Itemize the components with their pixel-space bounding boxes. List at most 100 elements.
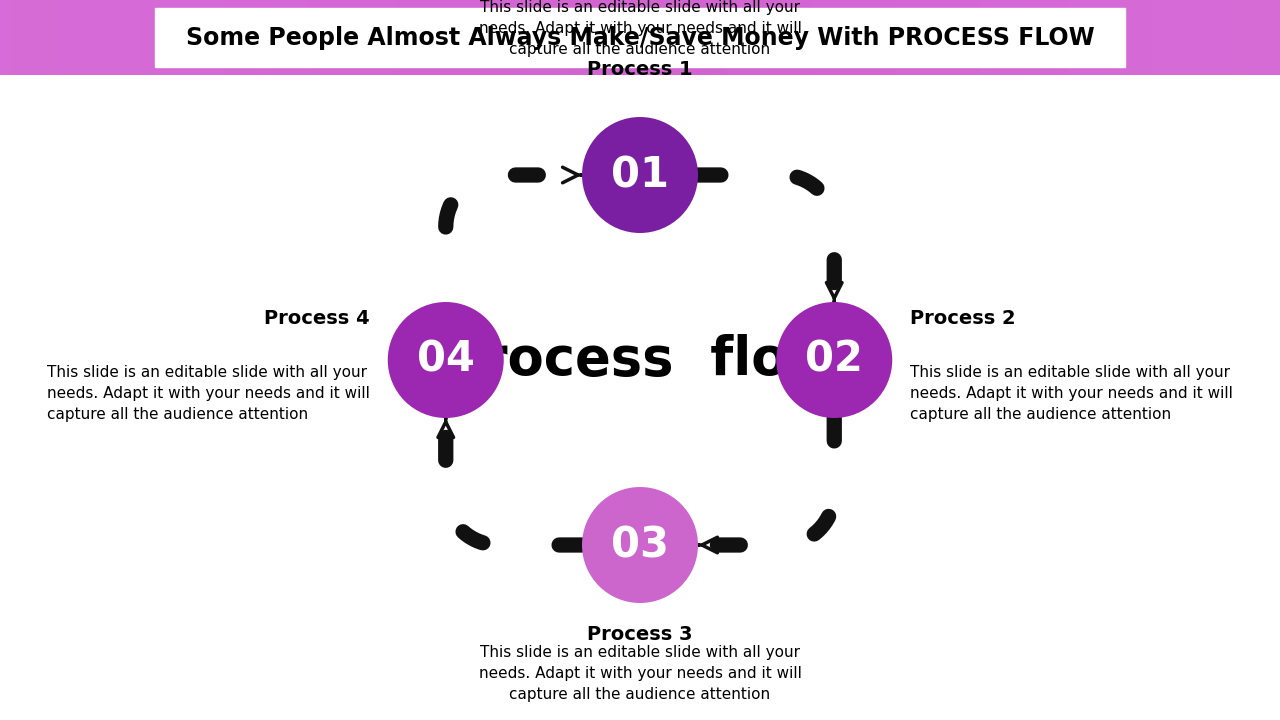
- Bar: [170, 0, 182, 75]
- Bar: [54, 0, 64, 75]
- Bar: [886, 0, 896, 75]
- Bar: [416, 0, 426, 75]
- Text: 02: 02: [805, 339, 863, 381]
- Bar: [630, 0, 640, 75]
- Bar: [714, 0, 726, 75]
- Bar: [330, 0, 342, 75]
- Bar: [566, 0, 576, 75]
- Bar: [544, 0, 554, 75]
- Text: 04: 04: [417, 339, 475, 381]
- Bar: [1056, 0, 1066, 75]
- Bar: [352, 0, 362, 75]
- Bar: [682, 0, 694, 75]
- Text: 03: 03: [611, 524, 669, 566]
- Bar: [1248, 0, 1258, 75]
- Bar: [1014, 0, 1024, 75]
- Bar: [1206, 0, 1216, 75]
- Bar: [96, 0, 106, 75]
- Bar: [160, 0, 170, 75]
- Bar: [662, 0, 672, 75]
- Bar: [746, 0, 758, 75]
- Bar: [758, 0, 768, 75]
- Bar: [586, 0, 598, 75]
- Bar: [1174, 0, 1184, 75]
- Bar: [918, 0, 928, 75]
- Bar: [992, 0, 1002, 75]
- Bar: [86, 0, 96, 75]
- Bar: [534, 0, 544, 75]
- Bar: [1162, 0, 1174, 75]
- Bar: [576, 0, 586, 75]
- Bar: [618, 0, 630, 75]
- Bar: [155, 8, 1125, 67]
- Circle shape: [582, 117, 698, 233]
- Bar: [1024, 0, 1034, 75]
- Bar: [246, 0, 256, 75]
- Bar: [1226, 0, 1238, 75]
- Bar: [832, 0, 842, 75]
- Bar: [10, 0, 22, 75]
- Bar: [1046, 0, 1056, 75]
- Bar: [608, 0, 618, 75]
- Bar: [554, 0, 566, 75]
- Bar: [1152, 0, 1162, 75]
- Bar: [448, 0, 458, 75]
- Bar: [1130, 0, 1142, 75]
- Bar: [522, 0, 534, 75]
- Bar: [192, 0, 202, 75]
- Text: Some People Almost Always Make/Save Money With PROCESS FLOW: Some People Almost Always Make/Save Mone…: [186, 25, 1094, 50]
- Text: This slide is an editable slide with all your
needs. Adapt it with your needs an: This slide is an editable slide with all…: [47, 365, 370, 422]
- Bar: [64, 0, 74, 75]
- Bar: [1142, 0, 1152, 75]
- Bar: [202, 0, 214, 75]
- Bar: [1066, 0, 1078, 75]
- Bar: [906, 0, 918, 75]
- Bar: [598, 0, 608, 75]
- Bar: [362, 0, 374, 75]
- Text: This slide is an editable slide with all your
needs. Adapt it with your needs an: This slide is an editable slide with all…: [479, 645, 801, 702]
- Bar: [256, 0, 266, 75]
- Bar: [438, 0, 448, 75]
- Bar: [1184, 0, 1194, 75]
- Bar: [842, 0, 854, 75]
- Circle shape: [582, 487, 698, 603]
- Text: Process 4: Process 4: [264, 308, 370, 328]
- Bar: [1110, 0, 1120, 75]
- Bar: [266, 0, 278, 75]
- Bar: [512, 0, 522, 75]
- Bar: [736, 0, 746, 75]
- Bar: [1098, 0, 1110, 75]
- Bar: [118, 0, 128, 75]
- Bar: [310, 0, 320, 75]
- Bar: [342, 0, 352, 75]
- Bar: [150, 0, 160, 75]
- Bar: [0, 0, 10, 75]
- Bar: [938, 0, 950, 75]
- Bar: [650, 0, 662, 75]
- Bar: [896, 0, 906, 75]
- Bar: [138, 0, 150, 75]
- Bar: [1258, 0, 1270, 75]
- Bar: [1194, 0, 1206, 75]
- Bar: [490, 0, 502, 75]
- Circle shape: [388, 302, 504, 418]
- Bar: [406, 0, 416, 75]
- Bar: [42, 0, 54, 75]
- Bar: [854, 0, 864, 75]
- Bar: [502, 0, 512, 75]
- Bar: [1002, 0, 1014, 75]
- Bar: [790, 0, 800, 75]
- Bar: [694, 0, 704, 75]
- Bar: [768, 0, 778, 75]
- Bar: [32, 0, 42, 75]
- Bar: [128, 0, 138, 75]
- Bar: [970, 0, 982, 75]
- Bar: [810, 0, 822, 75]
- Bar: [106, 0, 118, 75]
- Bar: [1270, 0, 1280, 75]
- Bar: [320, 0, 330, 75]
- Bar: [1238, 0, 1248, 75]
- Bar: [278, 0, 288, 75]
- Bar: [928, 0, 938, 75]
- Bar: [1120, 0, 1130, 75]
